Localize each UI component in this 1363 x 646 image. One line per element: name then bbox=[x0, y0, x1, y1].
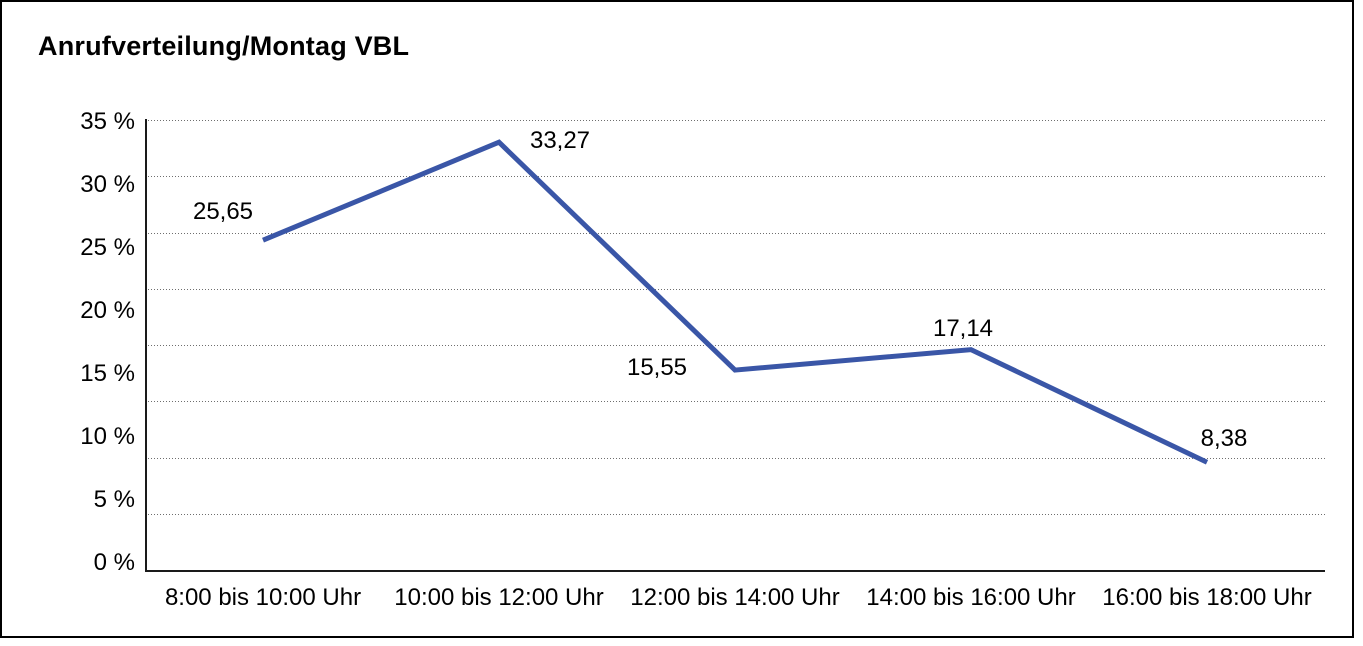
plot-area: 25,65 33,27 15,55 17,14 8,38 bbox=[145, 120, 1325, 570]
gridline bbox=[145, 288, 1325, 290]
gridline bbox=[145, 513, 1325, 515]
y-axis-label: 0 % bbox=[93, 549, 135, 576]
x-axis-label: 10:00 bis 12:00 Uhr bbox=[394, 584, 604, 611]
data-point-label: 25,65 bbox=[192, 198, 254, 226]
gridline bbox=[145, 345, 1325, 346]
x-axis-label: 16:00 bis 18:00 Uhr bbox=[1102, 584, 1312, 611]
chart-title: Anrufverteilung/Montag VBL bbox=[38, 31, 410, 61]
gridline bbox=[145, 401, 1325, 403]
series-svg bbox=[262, 139, 1209, 465]
y-axis-label: 15 % bbox=[80, 360, 135, 387]
gridline bbox=[145, 457, 1325, 459]
data-point-label: 15,55 bbox=[626, 354, 688, 382]
gridline bbox=[145, 232, 1325, 234]
y-axis-label: 25 % bbox=[80, 234, 135, 261]
data-point-label: 33,27 bbox=[529, 127, 591, 155]
data-point-label: 8,38 bbox=[1200, 425, 1248, 453]
x-axis-label: 12:00 bis 14:00 Uhr bbox=[630, 584, 840, 611]
series-line bbox=[262, 139, 1209, 465]
gridline bbox=[145, 176, 1325, 178]
x-axis-label: 8:00 bis 10:00 Uhr bbox=[164, 584, 362, 611]
y-axis-label: 20 % bbox=[80, 297, 135, 324]
x-axis-line bbox=[145, 570, 1325, 572]
gridline bbox=[145, 120, 1325, 121]
data-point-label: 17,14 bbox=[932, 314, 994, 342]
y-axis-label: 30 % bbox=[80, 171, 135, 198]
y-axis-label: 10 % bbox=[80, 423, 135, 450]
y-axis-line bbox=[145, 119, 147, 571]
x-axis-label: 14:00 bis 16:00 Uhr bbox=[866, 584, 1076, 611]
y-axis-label: 35 % bbox=[80, 108, 135, 135]
y-axis-label: 5 % bbox=[93, 486, 135, 513]
